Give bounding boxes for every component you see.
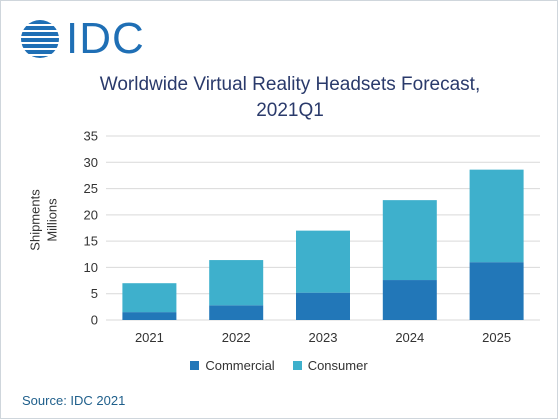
chart-title-line2: 2021Q1 (256, 100, 324, 121)
legend-label-consumer: Consumer (307, 358, 368, 373)
y-axis-label-line1: Shipments (27, 189, 43, 251)
idc-logo: IDC (20, 14, 145, 63)
legend: Commercial Consumer (0, 358, 558, 373)
chart-title: Worldwide Virtual Reality Headsets Forec… (40, 72, 540, 124)
chart-title-line1: Worldwide Virtual Reality Headsets Forec… (99, 74, 481, 95)
legend-label-commercial: Commercial (205, 358, 275, 373)
legend-swatch-consumer (292, 361, 302, 370)
legend-swatch-commercial (190, 361, 200, 370)
source-note: Source: IDC 2021 (22, 393, 126, 408)
globe-icon (21, 20, 59, 58)
y-axis-label: Shipments Millions (4, 150, 84, 290)
y-axis-label-line2: Millions (44, 198, 60, 242)
logo-text: IDC (66, 14, 145, 63)
legend-item-consumer: Consumer (292, 358, 368, 373)
legend-item-commercial: Commercial (190, 358, 275, 373)
